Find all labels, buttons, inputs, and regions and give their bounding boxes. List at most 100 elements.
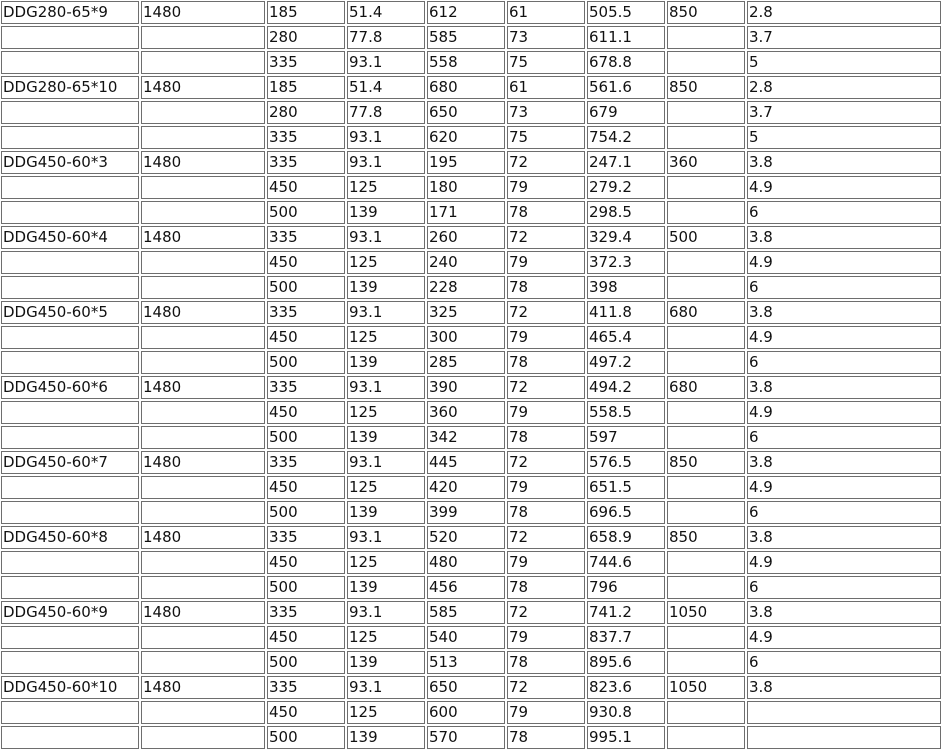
cell-flow: 500 <box>267 501 345 524</box>
cell-speed <box>141 201 265 224</box>
cell-npsh: 6 <box>747 576 941 599</box>
cell-head: 520 <box>427 526 505 549</box>
cell-efficiency: 75 <box>507 126 585 149</box>
cell-motor-power <box>667 401 745 424</box>
cell-motor-power <box>667 201 745 224</box>
cell-speed <box>141 501 265 524</box>
cell-flow: 450 <box>267 551 345 574</box>
cell-flow-alt: 125 <box>347 326 425 349</box>
cell-efficiency: 72 <box>507 301 585 324</box>
cell-model <box>1 501 139 524</box>
cell-speed <box>141 551 265 574</box>
cell-flow-alt: 93.1 <box>347 301 425 324</box>
cell-npsh: 6 <box>747 501 941 524</box>
cell-flow: 450 <box>267 176 345 199</box>
cell-speed <box>141 476 265 499</box>
cell-head: 680 <box>427 76 505 99</box>
cell-motor-power: 680 <box>667 376 745 399</box>
cell-power: 561.6 <box>587 76 665 99</box>
cell-head: 540 <box>427 626 505 649</box>
cell-npsh: 6 <box>747 426 941 449</box>
cell-motor-power <box>667 101 745 124</box>
cell-flow: 450 <box>267 326 345 349</box>
cell-speed: 1480 <box>141 526 265 549</box>
cell-head: 585 <box>427 26 505 49</box>
cell-flow-alt: 77.8 <box>347 101 425 124</box>
cell-efficiency: 72 <box>507 376 585 399</box>
cell-flow: 335 <box>267 526 345 549</box>
cell-speed <box>141 701 265 724</box>
cell-speed: 1480 <box>141 76 265 99</box>
cell-head: 612 <box>427 1 505 24</box>
cell-flow-alt: 139 <box>347 726 425 749</box>
cell-efficiency: 79 <box>507 176 585 199</box>
cell-motor-power <box>667 476 745 499</box>
cell-speed <box>141 251 265 274</box>
cell-flow-alt: 51.4 <box>347 76 425 99</box>
cell-flow: 500 <box>267 201 345 224</box>
cell-head: 360 <box>427 401 505 424</box>
cell-power: 754.2 <box>587 126 665 149</box>
cell-model <box>1 176 139 199</box>
table-row: DDG450-60*7 1480 335 93.1 445 72 576.5 850 3.8 <box>1 451 941 474</box>
cell-head: 399 <box>427 501 505 524</box>
cell-model: DDG450-60*3 <box>1 151 139 174</box>
cell-power: 372.3 <box>587 251 665 274</box>
cell-npsh: 3.8 <box>747 226 941 249</box>
cell-model <box>1 726 139 749</box>
cell-head: 228 <box>427 276 505 299</box>
cell-model <box>1 426 139 449</box>
cell-npsh: 3.8 <box>747 376 941 399</box>
cell-efficiency: 72 <box>507 151 585 174</box>
cell-speed <box>141 326 265 349</box>
cell-flow-alt: 93.1 <box>347 676 425 699</box>
cell-flow: 185 <box>267 1 345 24</box>
cell-power: 658.9 <box>587 526 665 549</box>
cell-motor-power <box>667 126 745 149</box>
cell-flow-alt: 125 <box>347 176 425 199</box>
cell-npsh: 3.8 <box>747 451 941 474</box>
cell-efficiency: 78 <box>507 651 585 674</box>
cell-npsh: 5 <box>747 51 941 74</box>
cell-motor-power: 1050 <box>667 601 745 624</box>
cell-motor-power <box>667 551 745 574</box>
table-row: 335 93.1 558 75 678.8 5 <box>1 51 941 74</box>
cell-speed <box>141 726 265 749</box>
cell-power: 576.5 <box>587 451 665 474</box>
cell-motor-power: 850 <box>667 1 745 24</box>
cell-flow: 335 <box>267 451 345 474</box>
cell-flow-alt: 139 <box>347 576 425 599</box>
cell-npsh: 6 <box>747 651 941 674</box>
cell-model <box>1 101 139 124</box>
table-row: 450 125 600 79 930.8 <box>1 701 941 724</box>
cell-npsh: 4.9 <box>747 401 941 424</box>
table-row: 450 125 360 79 558.5 4.9 <box>1 401 941 424</box>
cell-model: DDG450-60*5 <box>1 301 139 324</box>
cell-flow: 450 <box>267 401 345 424</box>
cell-motor-power: 360 <box>667 151 745 174</box>
cell-flow: 500 <box>267 351 345 374</box>
cell-speed: 1480 <box>141 151 265 174</box>
cell-motor-power <box>667 576 745 599</box>
cell-model <box>1 26 139 49</box>
cell-npsh: 3.8 <box>747 301 941 324</box>
cell-flow: 500 <box>267 276 345 299</box>
cell-model: DDG450-60*6 <box>1 376 139 399</box>
cell-flow: 335 <box>267 126 345 149</box>
cell-efficiency: 72 <box>507 226 585 249</box>
cell-flow: 335 <box>267 601 345 624</box>
table-row: 450 125 240 79 372.3 4.9 <box>1 251 941 274</box>
table-row: DDG450-60*4 1480 335 93.1 260 72 329.4 500 3.8 <box>1 226 941 249</box>
cell-motor-power <box>667 701 745 724</box>
cell-model <box>1 201 139 224</box>
table-row: 500 139 171 78 298.5 6 <box>1 201 941 224</box>
cell-speed <box>141 51 265 74</box>
cell-npsh: 3.7 <box>747 101 941 124</box>
cell-power: 494.2 <box>587 376 665 399</box>
cell-efficiency: 78 <box>507 276 585 299</box>
cell-head: 456 <box>427 576 505 599</box>
cell-head: 240 <box>427 251 505 274</box>
cell-model <box>1 401 139 424</box>
cell-flow-alt: 125 <box>347 626 425 649</box>
